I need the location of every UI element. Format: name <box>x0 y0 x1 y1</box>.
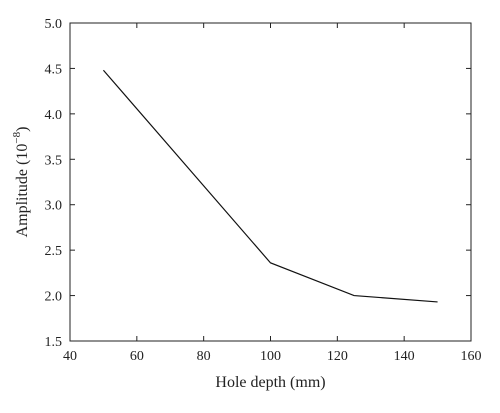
y-tick-label: 3.5 <box>45 153 63 168</box>
x-axis-title: Hole depth (mm) <box>215 374 325 391</box>
x-tick-label: 80 <box>197 349 211 364</box>
y-axis-title-main: Amplitude (10 <box>14 144 31 238</box>
y-axis: 1.5 2.0 2.5 3.0 3.5 4.0 4.5 5.0 <box>45 17 471 350</box>
y-axis-title-close: ) <box>14 127 31 132</box>
x-tick-label: 120 <box>327 349 348 364</box>
y-tick-label: 3.0 <box>45 199 63 214</box>
y-axis-title: Amplitude (10−8) <box>11 127 31 238</box>
y-axis-title-exponent: −8 <box>11 131 23 143</box>
plot-area <box>69 22 472 342</box>
y-tick-label: 4.0 <box>45 108 63 123</box>
x-tick-label: 160 <box>461 349 482 364</box>
y-tick-label: 2.5 <box>45 244 63 259</box>
series-line <box>102 69 438 303</box>
x-tick-label: 140 <box>394 349 415 364</box>
x-tick-label: 100 <box>260 349 281 364</box>
x-tick-label: 60 <box>130 349 144 364</box>
x-axis: 40 60 80 100 120 140 160 <box>63 23 482 364</box>
x-tick-label: 40 <box>63 349 77 364</box>
series-group <box>102 69 438 303</box>
y-tick-label: 1.5 <box>45 335 63 350</box>
plot-frame <box>69 22 472 342</box>
y-tick-label: 4.5 <box>45 62 63 77</box>
y-tick-label: 2.0 <box>45 290 63 305</box>
y-tick-label: 5.0 <box>45 17 63 32</box>
